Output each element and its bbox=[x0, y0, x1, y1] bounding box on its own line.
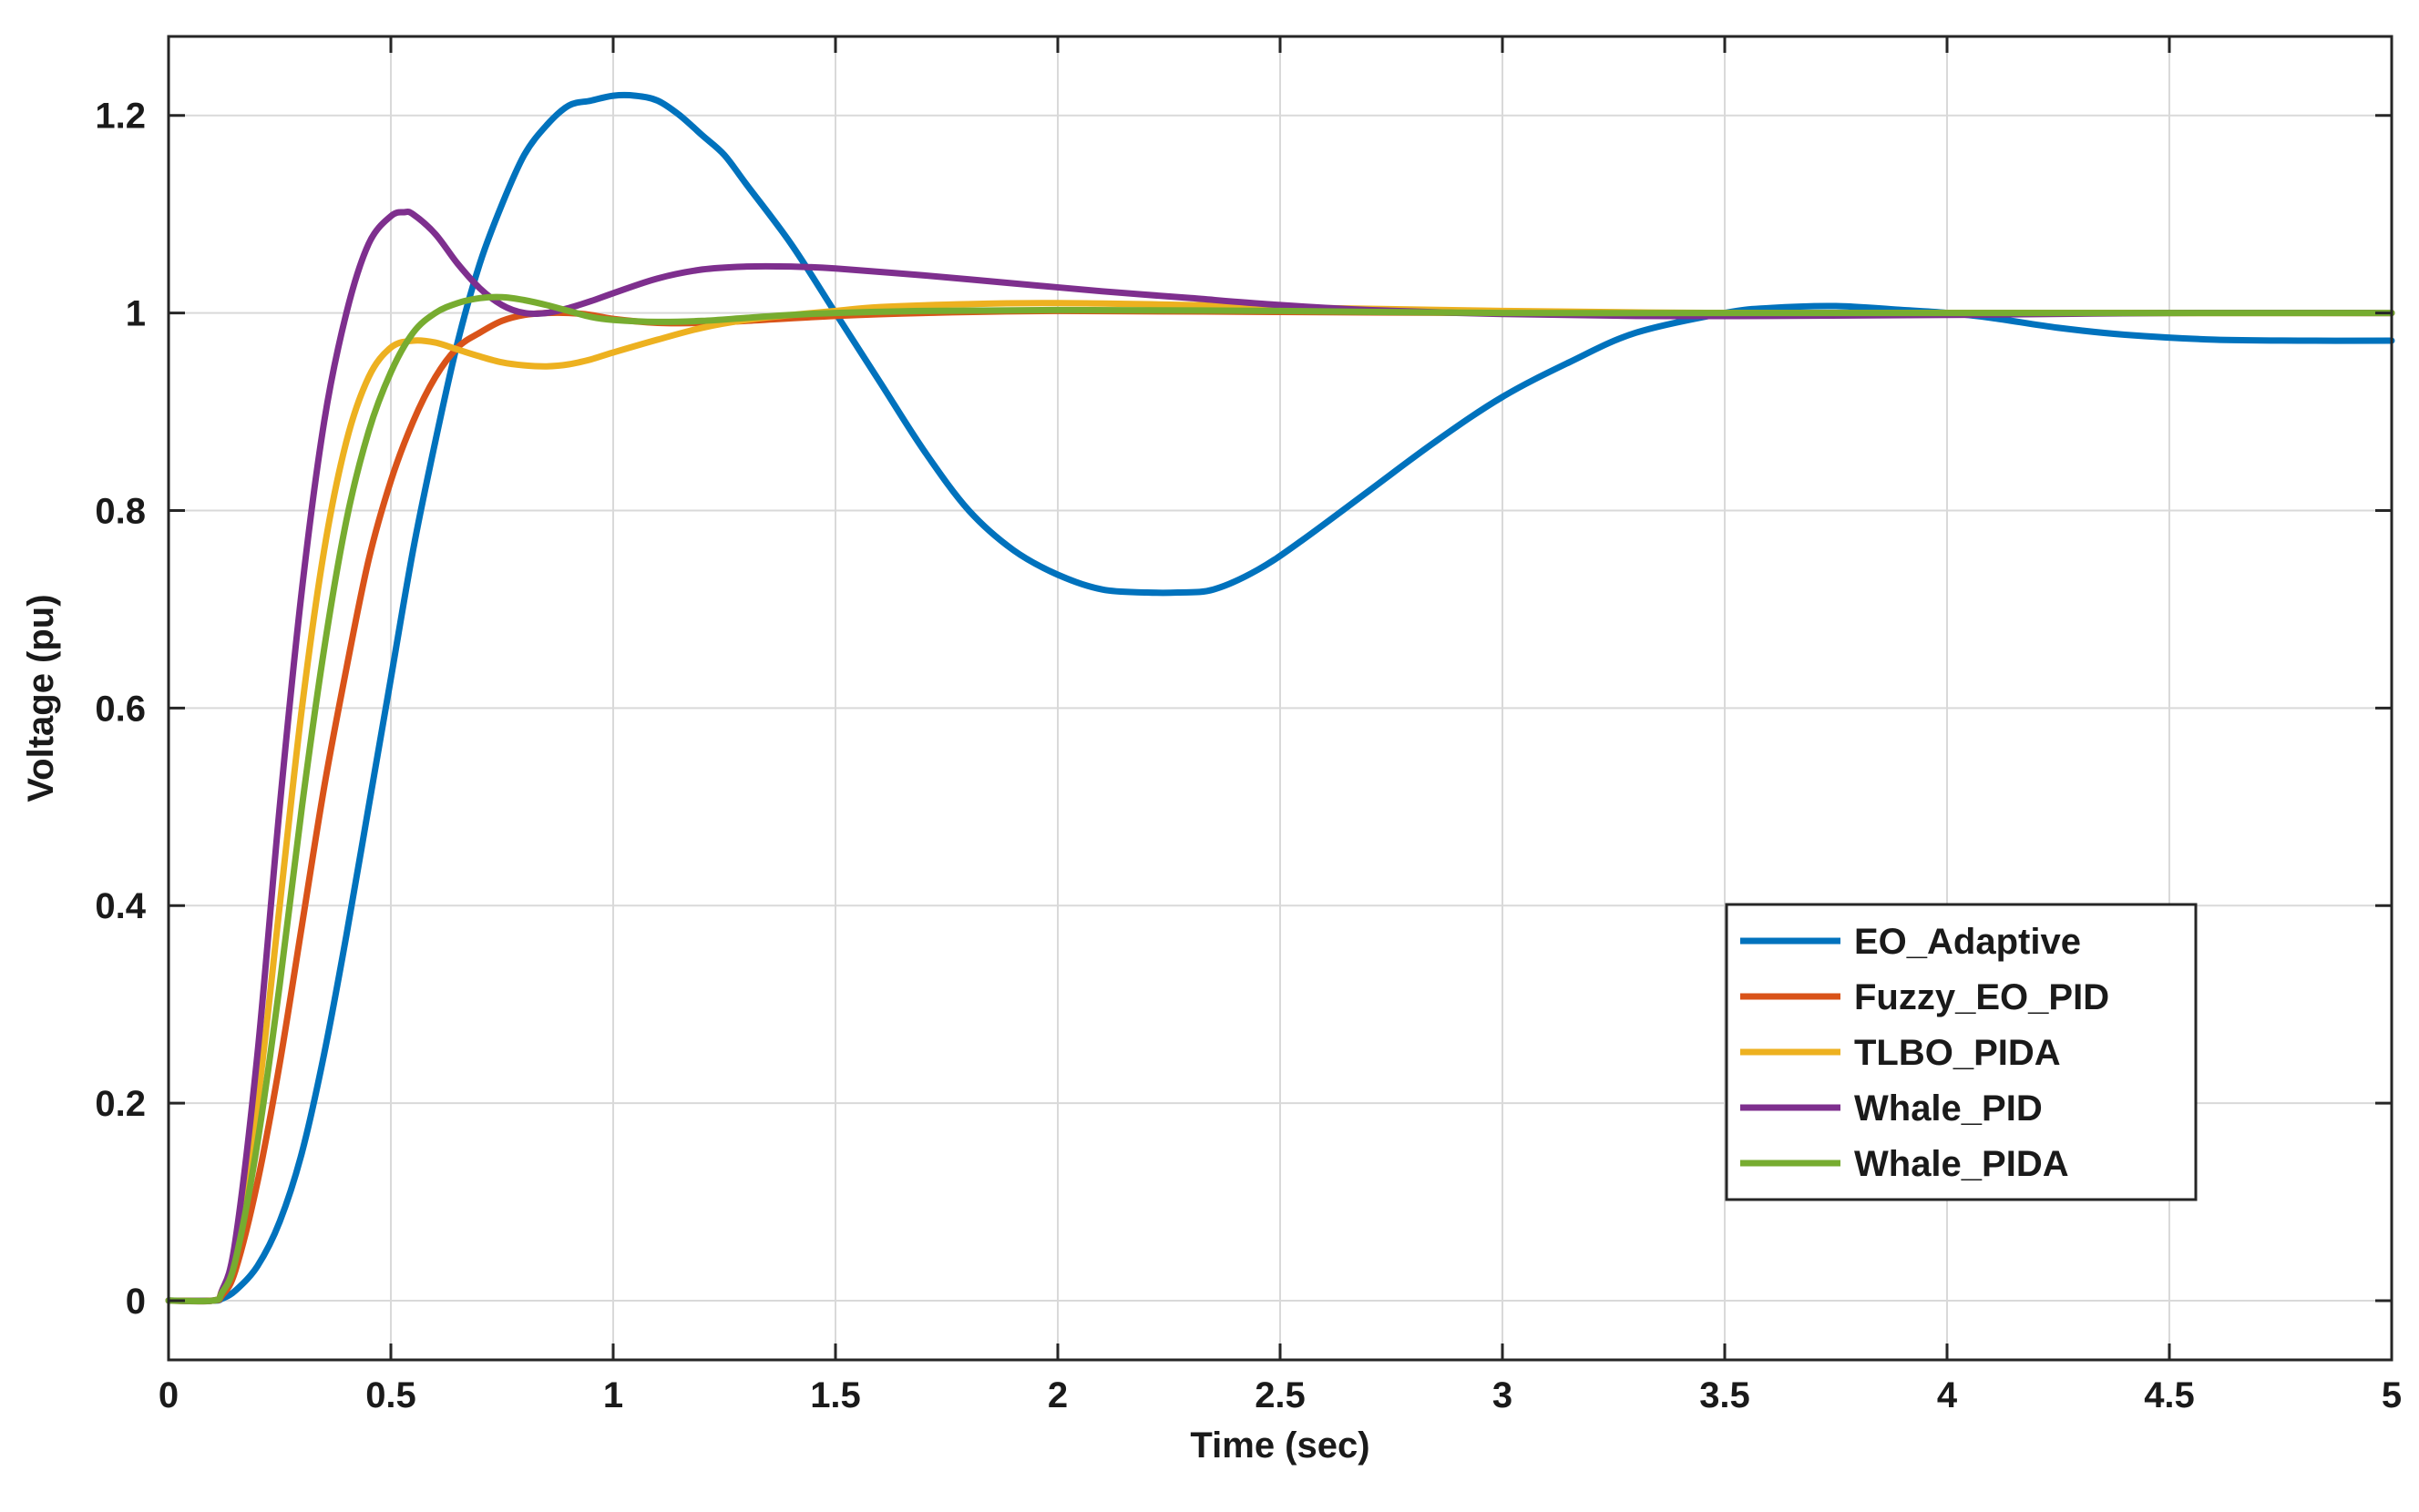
legend-label: Fuzzy_EO_PID bbox=[1854, 977, 2109, 1017]
y-tick-label: 0.6 bbox=[95, 689, 146, 729]
legend: EO_Adaptive Fuzzy_EO_PID TLBO_PIDA Whale_PI… bbox=[1725, 903, 2198, 1201]
x-tick-label: 3.5 bbox=[1699, 1375, 1750, 1415]
y-tick-label: 1.2 bbox=[95, 97, 146, 137]
series-lines bbox=[165, 91, 2395, 1305]
axis-ticks: 0 0.5 1 1.5 2 2.5 3 3.5 4 4.5 5 0 0.2 0.4 0.6 0.8 1 1.2 bbox=[95, 36, 2402, 1415]
legend-label: Whale_PID bbox=[1854, 1088, 2043, 1129]
y-tick-label: 0.8 bbox=[95, 491, 146, 531]
x-tick-label: 2.5 bbox=[1255, 1375, 1306, 1415]
x-axis-label: Time (sec) bbox=[1190, 1425, 1369, 1466]
x-tick-label: 1.5 bbox=[810, 1375, 861, 1415]
y-tick-label: 0.2 bbox=[95, 1084, 146, 1124]
y-tick-label: 1 bbox=[126, 294, 146, 334]
x-tick-label: 4.5 bbox=[2144, 1375, 2195, 1415]
x-tick-label: 0 bbox=[159, 1375, 179, 1415]
legend-label: Whale_PIDA bbox=[1854, 1144, 2069, 1184]
x-tick-label: 3 bbox=[1492, 1375, 1512, 1415]
y-axis-label: Voltage (pu) bbox=[21, 594, 61, 802]
x-tick-label: 2 bbox=[1048, 1375, 1068, 1415]
legend-label: EO_Adaptive bbox=[1854, 922, 2081, 962]
x-tick-label: 5 bbox=[2382, 1375, 2402, 1415]
x-tick-label: 4 bbox=[1937, 1375, 1958, 1415]
legend-label: TLBO_PIDA bbox=[1854, 1033, 2061, 1073]
series-line-whale-pida bbox=[165, 293, 2395, 1305]
y-tick-label: 0 bbox=[126, 1282, 146, 1322]
x-tick-label: 1 bbox=[603, 1375, 623, 1415]
x-tick-label: 0.5 bbox=[365, 1375, 416, 1415]
y-tick-label: 0.4 bbox=[95, 886, 146, 926]
